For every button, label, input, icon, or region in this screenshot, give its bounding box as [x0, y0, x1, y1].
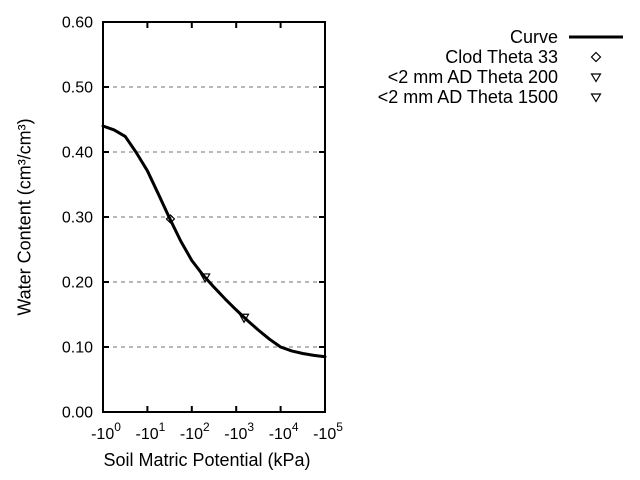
x-tick-label: -102	[180, 420, 210, 443]
x-tick-label: -100	[91, 420, 121, 443]
y-tick-label: 0.20	[62, 275, 93, 292]
y-tick-label: 0.10	[62, 340, 93, 357]
triangle-down-marker-icon	[568, 71, 624, 83]
y-axis-title: Water Content (cm³/cm³)	[14, 118, 35, 316]
legend-label-ad-theta-200: <2 mm AD Theta 200	[387, 67, 558, 87]
axis-tick-labels: 0.00 0.10 0.20 0.30 0.40 0.50 0.60 -100 -101 -102…	[62, 15, 343, 444]
legend-label-curve: Curve	[509, 27, 558, 47]
x-tick-label: -101	[135, 420, 165, 443]
axis-ticks	[102, 21, 326, 413]
diamond-marker-icon	[568, 51, 624, 63]
triangle-down-marker-icon	[568, 91, 624, 103]
legend-row-clod-theta-33: Clod Theta 33	[378, 47, 624, 67]
legend-label-ad-theta-1500: <2 mm AD Theta 1500	[377, 87, 558, 107]
x-axis-title: Soil Matric Potential (kPa)	[103, 450, 311, 470]
y-tick-label: 0.40	[62, 145, 93, 162]
data-series	[101, 124, 327, 359]
y-tick-label: 0.60	[62, 15, 93, 32]
x-tick-label: -105	[313, 420, 343, 443]
legend: Curve Clod Theta 33 <2 mm AD Theta 200 <…	[378, 27, 624, 107]
y-tick-label: 0.30	[62, 210, 93, 227]
legend-row-ad-theta-200: <2 mm AD Theta 200	[378, 67, 624, 87]
legend-row-curve: Curve	[378, 27, 624, 47]
2-mm-ad-theta-200-marker	[199, 273, 211, 284]
x-tick-label: -103	[224, 420, 254, 443]
legend-row-ad-theta-1500: <2 mm AD Theta 1500	[378, 87, 624, 107]
curve-line-icon	[568, 34, 624, 40]
x-tick-label: -104	[269, 420, 299, 443]
grid-lines	[105, 86, 323, 348]
2-mm-ad-theta-1500-marker	[238, 313, 250, 324]
legend-label-clod-theta-33: Clod Theta 33	[445, 47, 558, 67]
curve-series-line	[101, 124, 327, 359]
y-tick-label: 0.00	[62, 405, 93, 422]
clod-theta-33-marker	[165, 214, 176, 224]
y-tick-label: 0.50	[62, 80, 93, 97]
